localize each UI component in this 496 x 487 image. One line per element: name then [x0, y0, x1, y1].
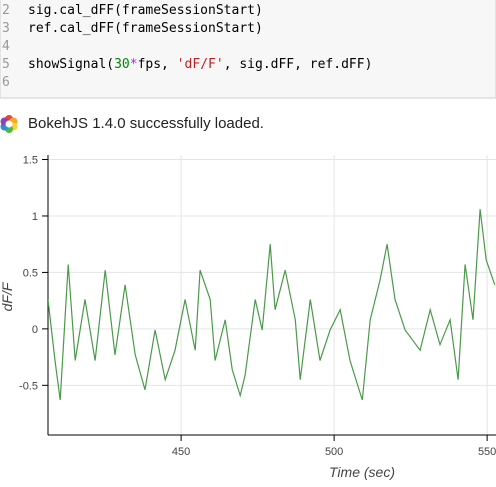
chart: -0.5 0 0.5 1 1.5 450 500 550 — [19, 155, 496, 458]
code-token: * — [130, 57, 138, 72]
y-tick-label: 0 — [32, 324, 38, 336]
code-token: sig.cal_dFF(frameSessionStart) — [28, 3, 263, 18]
x-tick-label: 550 — [478, 446, 496, 458]
code-token: 30 — [114, 57, 130, 72]
code-token: 'dF/F' — [177, 57, 224, 72]
y-axis-label: dF/F — [0, 281, 15, 311]
line-number: 4 — [2, 39, 10, 54]
y-tick-label: 0.5 — [23, 267, 38, 279]
code-cell[interactable] — [0, 0, 496, 99]
y-tick-label: 1.5 — [23, 155, 38, 167]
signal-line — [48, 209, 496, 401]
code-token: ref.cal_dFF(frameSessionStart) — [28, 21, 263, 36]
code-token: fps, — [138, 57, 177, 72]
line-number: 3 — [2, 21, 10, 36]
line-number: 5 — [2, 57, 10, 72]
code-line: sig.cal_dFF(frameSessionStart) — [28, 3, 263, 18]
y-tick-label: -0.5 — [19, 380, 38, 392]
x-axis-label: Time (sec) — [329, 464, 395, 480]
bokeh-logo — [0, 115, 18, 133]
code-token: , sig.dFF, ref.dFF) — [224, 57, 373, 72]
line-number: 2 — [2, 3, 10, 18]
logo-center — [5, 120, 13, 128]
code-token: showSignal( — [28, 57, 114, 72]
output-message: BokehJS 1.4.0 successfully loaded. — [28, 115, 264, 132]
code-line: showSignal(30*fps, 'dF/F', sig.dFF, ref.… — [28, 57, 372, 72]
y-tick-label: 1 — [32, 211, 38, 223]
line-number: 6 — [2, 75, 10, 90]
code-area: 1# dFFを計算と表示する2sig.cal_dFF(frameSessionS… — [2, 3, 372, 90]
x-tick-label: 450 — [172, 446, 190, 458]
code-line: ref.cal_dFF(frameSessionStart) — [28, 21, 263, 36]
x-tick-label: 500 — [325, 446, 343, 458]
